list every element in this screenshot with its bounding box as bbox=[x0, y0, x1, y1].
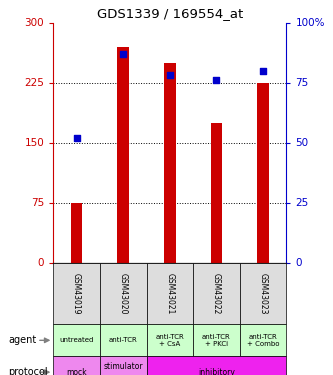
Text: anti-TCR
+ PKCi: anti-TCR + PKCi bbox=[202, 334, 231, 347]
Title: GDS1339 / 169554_at: GDS1339 / 169554_at bbox=[97, 7, 243, 20]
Text: GSM43023: GSM43023 bbox=[258, 273, 268, 314]
Text: GSM43021: GSM43021 bbox=[165, 273, 174, 314]
Text: untreated: untreated bbox=[59, 338, 94, 344]
Bar bbox=[71, 202, 83, 262]
Text: protocol: protocol bbox=[8, 367, 48, 375]
Bar bbox=[53, 356, 100, 375]
Bar bbox=[147, 262, 193, 324]
Bar bbox=[193, 324, 240, 356]
Bar bbox=[53, 324, 100, 356]
Bar bbox=[100, 324, 147, 356]
Bar bbox=[147, 356, 286, 375]
Text: anti-TCR: anti-TCR bbox=[109, 338, 138, 344]
Bar bbox=[147, 324, 193, 356]
Bar bbox=[53, 262, 100, 324]
Text: stimulator
y: stimulator y bbox=[104, 363, 143, 375]
Text: GSM43022: GSM43022 bbox=[212, 273, 221, 314]
Point bbox=[74, 135, 79, 141]
Bar bbox=[100, 356, 147, 375]
Text: agent: agent bbox=[8, 335, 37, 345]
Point bbox=[260, 68, 266, 74]
Text: GSM43020: GSM43020 bbox=[119, 273, 128, 314]
Text: anti-TCR
+ CsA: anti-TCR + CsA bbox=[156, 334, 184, 347]
Text: inhibitory: inhibitory bbox=[198, 368, 235, 375]
Bar bbox=[257, 82, 269, 262]
Bar bbox=[193, 262, 240, 324]
Text: anti-TCR
+ Combo: anti-TCR + Combo bbox=[247, 334, 279, 347]
Point bbox=[167, 72, 172, 78]
Point bbox=[214, 77, 219, 83]
Text: GSM43019: GSM43019 bbox=[72, 273, 81, 314]
Bar bbox=[240, 262, 286, 324]
Point bbox=[121, 51, 126, 57]
Bar bbox=[118, 46, 129, 262]
Text: mock: mock bbox=[66, 368, 87, 375]
Bar bbox=[164, 63, 176, 262]
Bar bbox=[240, 324, 286, 356]
Bar bbox=[211, 123, 222, 262]
Bar bbox=[100, 262, 147, 324]
